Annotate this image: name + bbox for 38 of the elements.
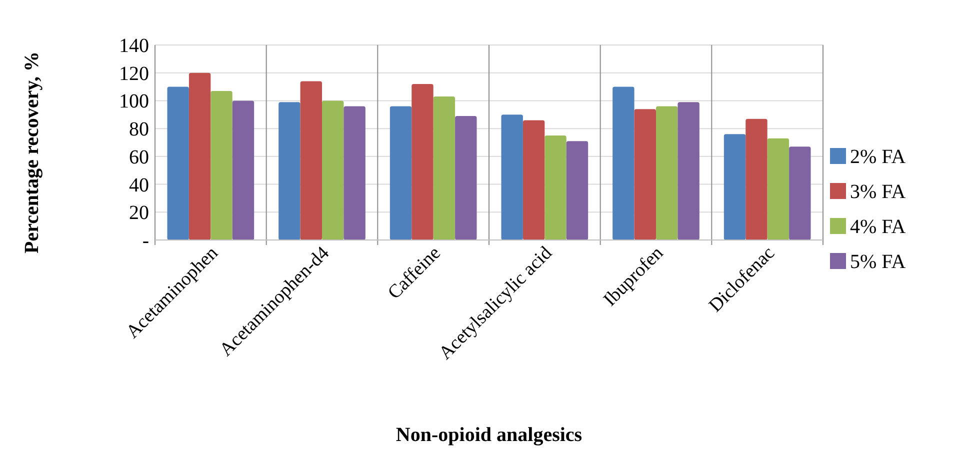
- bar: [412, 84, 434, 240]
- y-tick-label: 120: [119, 62, 149, 85]
- y-tick-label: 40: [129, 174, 149, 196]
- y-tick-label: 80: [129, 118, 149, 141]
- bar: [344, 106, 366, 240]
- legend-label: 5% FA: [850, 251, 906, 273]
- y-tick-label: -: [142, 230, 149, 252]
- bar: [544, 136, 566, 240]
- bar: [455, 116, 477, 240]
- bar: [501, 114, 523, 240]
- bar: [789, 146, 811, 240]
- y-tick-label: 140: [119, 35, 149, 57]
- bar: [566, 141, 588, 240]
- bar: [612, 86, 634, 240]
- legend-label: 3% FA: [850, 181, 906, 203]
- bar: [232, 100, 254, 240]
- bar: [300, 81, 322, 240]
- bar: [278, 102, 300, 240]
- legend-label: 2% FA: [850, 146, 906, 168]
- bar: [433, 96, 456, 240]
- bar: [167, 86, 189, 240]
- y-tick-label: 60: [129, 146, 149, 168]
- y-axis-title: Percentage recovery, %: [21, 52, 43, 254]
- bar: [522, 120, 545, 240]
- bar: [746, 118, 768, 240]
- bar: [188, 72, 211, 240]
- bar: [724, 134, 746, 240]
- bar: [634, 109, 656, 240]
- y-tick-label: 100: [119, 90, 149, 113]
- y-tick-label: 20: [129, 202, 149, 224]
- bar: [390, 106, 412, 240]
- x-axis-title: Non-opioid analgesics: [396, 424, 582, 446]
- bar: [656, 106, 678, 240]
- bar: [678, 102, 700, 240]
- bar: [322, 100, 344, 240]
- bar: [767, 138, 790, 240]
- bar: [210, 90, 232, 240]
- legend-label: 4% FA: [850, 216, 906, 238]
